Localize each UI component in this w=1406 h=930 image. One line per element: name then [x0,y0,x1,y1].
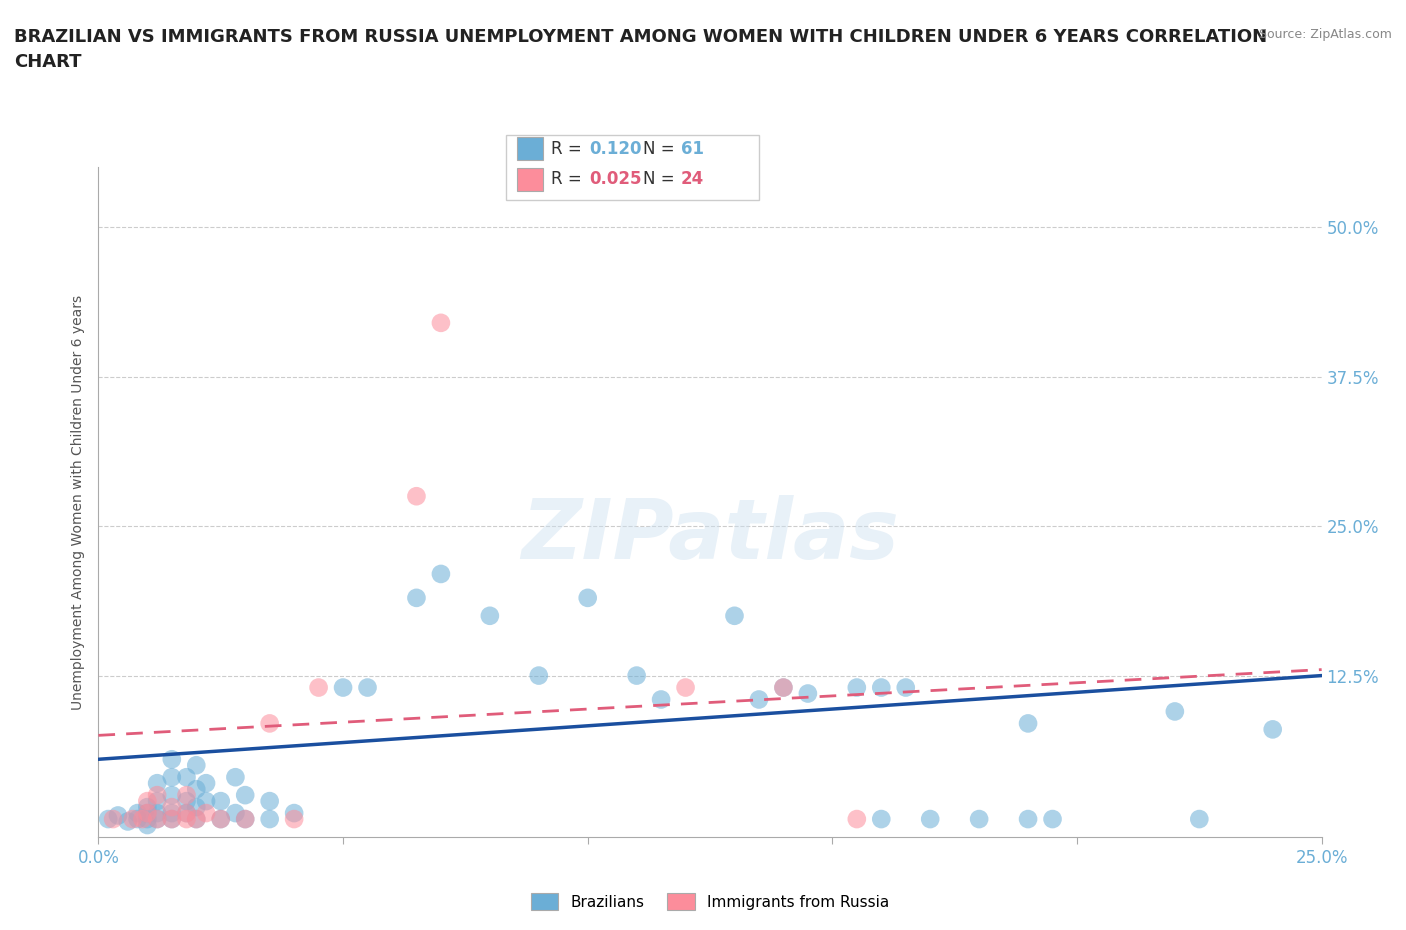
Point [136,805,159,820]
Point [1261,722,1284,737]
Point [146,812,169,827]
Text: BRAZILIAN VS IMMIGRANTS FROM RUSSIA UNEMPLOYMENT AMONG WOMEN WITH CHILDREN UNDER: BRAZILIAN VS IMMIGRANTS FROM RUSSIA UNEM… [14,28,1267,71]
Point [332,680,354,695]
Point [160,800,183,815]
Point [845,812,868,827]
Point [675,680,697,695]
Point [146,793,169,808]
Point [160,770,183,785]
Point [146,788,169,803]
Point [176,805,198,820]
Point [650,692,672,707]
Point [967,812,990,827]
Point [176,788,198,803]
Text: R =: R = [551,170,588,189]
Point [430,566,453,581]
Point [920,812,942,827]
Point [527,668,550,683]
Point [195,776,218,790]
Point [209,812,232,827]
Point [121,812,143,827]
Point [195,805,218,820]
Point [136,817,159,832]
Point [136,793,159,808]
Legend: Brazilians, Immigrants from Russia: Brazilians, Immigrants from Russia [524,886,896,916]
Point [1188,812,1211,827]
Point [1042,812,1064,827]
Point [870,680,893,695]
Point [136,812,159,827]
Point [772,680,794,695]
Point [117,814,139,829]
Text: N =: N = [643,170,679,189]
Point [233,812,256,827]
Text: 24: 24 [681,170,704,189]
Point [136,805,159,820]
Text: N =: N = [643,140,679,158]
Point [845,680,868,695]
Point [101,812,124,827]
Point [430,315,453,330]
Point [186,800,208,815]
Point [209,812,232,827]
Point [405,591,427,605]
Point [233,812,256,827]
Point [107,808,129,823]
Point [146,776,169,790]
Point [97,812,120,827]
Text: 61: 61 [681,140,703,158]
Point [870,812,893,827]
Point [176,770,198,785]
Point [176,805,198,820]
Point [127,805,149,820]
Point [283,805,305,820]
Point [772,680,794,695]
Point [160,751,183,766]
Point [1017,716,1039,731]
Point [308,680,330,695]
Point [160,805,183,820]
Point [259,793,281,808]
Point [195,793,218,808]
Text: 0.120: 0.120 [589,140,641,158]
Point [797,686,820,701]
Point [478,608,501,623]
Point [233,788,256,803]
Point [176,793,198,808]
Text: Source: ZipAtlas.com: Source: ZipAtlas.com [1258,28,1392,41]
Point [146,812,169,827]
Point [176,812,198,827]
Point [160,788,183,803]
Point [127,812,149,827]
Point [626,668,648,683]
Point [186,782,208,797]
Text: 0.025: 0.025 [589,170,641,189]
Point [1017,812,1039,827]
Point [186,758,208,773]
Point [283,812,305,827]
Point [186,812,208,827]
Point [224,770,246,785]
Point [186,812,208,827]
Point [405,489,427,504]
Text: R =: R = [551,140,588,158]
Point [259,716,281,731]
Point [209,793,232,808]
Point [160,812,183,827]
Point [748,692,770,707]
Point [356,680,378,695]
Y-axis label: Unemployment Among Women with Children Under 6 years: Unemployment Among Women with Children U… [72,295,86,710]
Point [1164,704,1187,719]
Point [131,812,153,827]
Point [259,812,281,827]
Point [894,680,917,695]
Point [160,812,183,827]
Point [146,805,169,820]
Text: ZIPatlas: ZIPatlas [522,495,898,577]
Point [224,805,246,820]
Point [723,608,745,623]
Point [576,591,599,605]
Point [136,800,159,815]
